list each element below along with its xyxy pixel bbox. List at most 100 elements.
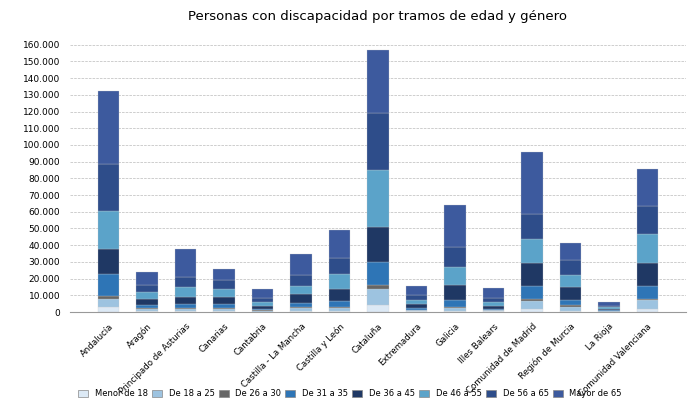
Bar — [522, 239, 542, 263]
Bar — [136, 299, 158, 305]
Bar — [98, 296, 119, 299]
Bar — [560, 287, 581, 300]
Bar — [175, 297, 196, 304]
Bar — [368, 113, 388, 170]
Bar — [214, 311, 235, 312]
Bar — [368, 262, 388, 285]
Bar — [368, 285, 388, 289]
Bar — [598, 309, 620, 310]
Bar — [560, 300, 581, 306]
Bar — [522, 263, 542, 286]
Bar — [522, 214, 542, 239]
Bar — [483, 309, 504, 310]
Title: Personas con discapacidad por tramos de edad y género: Personas con discapacidad por tramos de … — [188, 10, 568, 23]
Bar — [290, 275, 312, 286]
Bar — [329, 308, 350, 311]
Bar — [483, 306, 504, 309]
Bar — [444, 308, 466, 311]
Bar — [522, 152, 542, 214]
Bar — [329, 290, 350, 301]
Bar — [522, 301, 542, 310]
Bar — [637, 263, 658, 286]
Bar — [175, 311, 196, 312]
Bar — [406, 308, 427, 310]
Bar — [444, 267, 466, 285]
Bar — [598, 308, 620, 309]
Bar — [368, 170, 388, 227]
Bar — [136, 309, 158, 311]
Bar — [483, 298, 504, 302]
Bar — [444, 300, 466, 307]
Bar — [637, 234, 658, 263]
Bar — [368, 289, 388, 305]
Bar — [214, 309, 235, 311]
Bar — [136, 305, 158, 308]
Bar — [136, 272, 158, 285]
Legend: Menor de 18, De 18 a 25, De 26 a 30, De 31 a 35, De 36 a 45, De 46 a 55, De 56 a: Menor de 18, De 18 a 25, De 26 a 30, De … — [76, 388, 624, 400]
Bar — [98, 307, 119, 312]
Bar — [175, 277, 196, 287]
Bar — [214, 308, 235, 309]
Bar — [560, 260, 581, 274]
Bar — [175, 308, 196, 309]
Bar — [136, 292, 158, 299]
Bar — [98, 249, 119, 274]
Bar — [598, 311, 620, 312]
Bar — [98, 299, 119, 307]
Bar — [252, 302, 273, 306]
Bar — [136, 311, 158, 312]
Bar — [637, 299, 658, 300]
Bar — [329, 307, 350, 308]
Bar — [637, 286, 658, 299]
Bar — [214, 304, 235, 308]
Bar — [136, 285, 158, 292]
Bar — [329, 230, 350, 258]
Bar — [560, 306, 581, 307]
Bar — [560, 311, 581, 312]
Bar — [406, 286, 427, 295]
Bar — [444, 247, 466, 267]
Bar — [290, 308, 312, 311]
Bar — [598, 310, 620, 311]
Bar — [290, 286, 312, 294]
Bar — [329, 301, 350, 307]
Bar — [329, 258, 350, 274]
Bar — [214, 289, 235, 297]
Bar — [98, 91, 119, 164]
Bar — [406, 295, 427, 300]
Bar — [290, 294, 312, 303]
Bar — [483, 302, 504, 306]
Bar — [329, 311, 350, 312]
Bar — [98, 274, 119, 296]
Bar — [252, 306, 273, 309]
Bar — [637, 300, 658, 309]
Bar — [560, 243, 581, 260]
Bar — [444, 285, 466, 300]
Bar — [598, 302, 620, 306]
Bar — [637, 206, 658, 234]
Bar — [522, 310, 542, 312]
Bar — [252, 311, 273, 312]
Bar — [444, 307, 466, 308]
Bar — [598, 306, 620, 308]
Bar — [175, 248, 196, 277]
Bar — [290, 303, 312, 307]
Bar — [175, 304, 196, 308]
Bar — [290, 311, 312, 312]
Bar — [406, 304, 427, 308]
Bar — [637, 309, 658, 312]
Bar — [368, 305, 388, 312]
Bar — [214, 297, 235, 304]
Bar — [368, 50, 388, 113]
Bar — [175, 309, 196, 311]
Bar — [252, 289, 273, 298]
Bar — [98, 211, 119, 249]
Bar — [522, 286, 542, 300]
Bar — [444, 205, 466, 247]
Bar — [560, 307, 581, 311]
Bar — [560, 274, 581, 287]
Bar — [444, 311, 466, 312]
Bar — [368, 227, 388, 262]
Bar — [98, 164, 119, 211]
Bar — [406, 310, 427, 312]
